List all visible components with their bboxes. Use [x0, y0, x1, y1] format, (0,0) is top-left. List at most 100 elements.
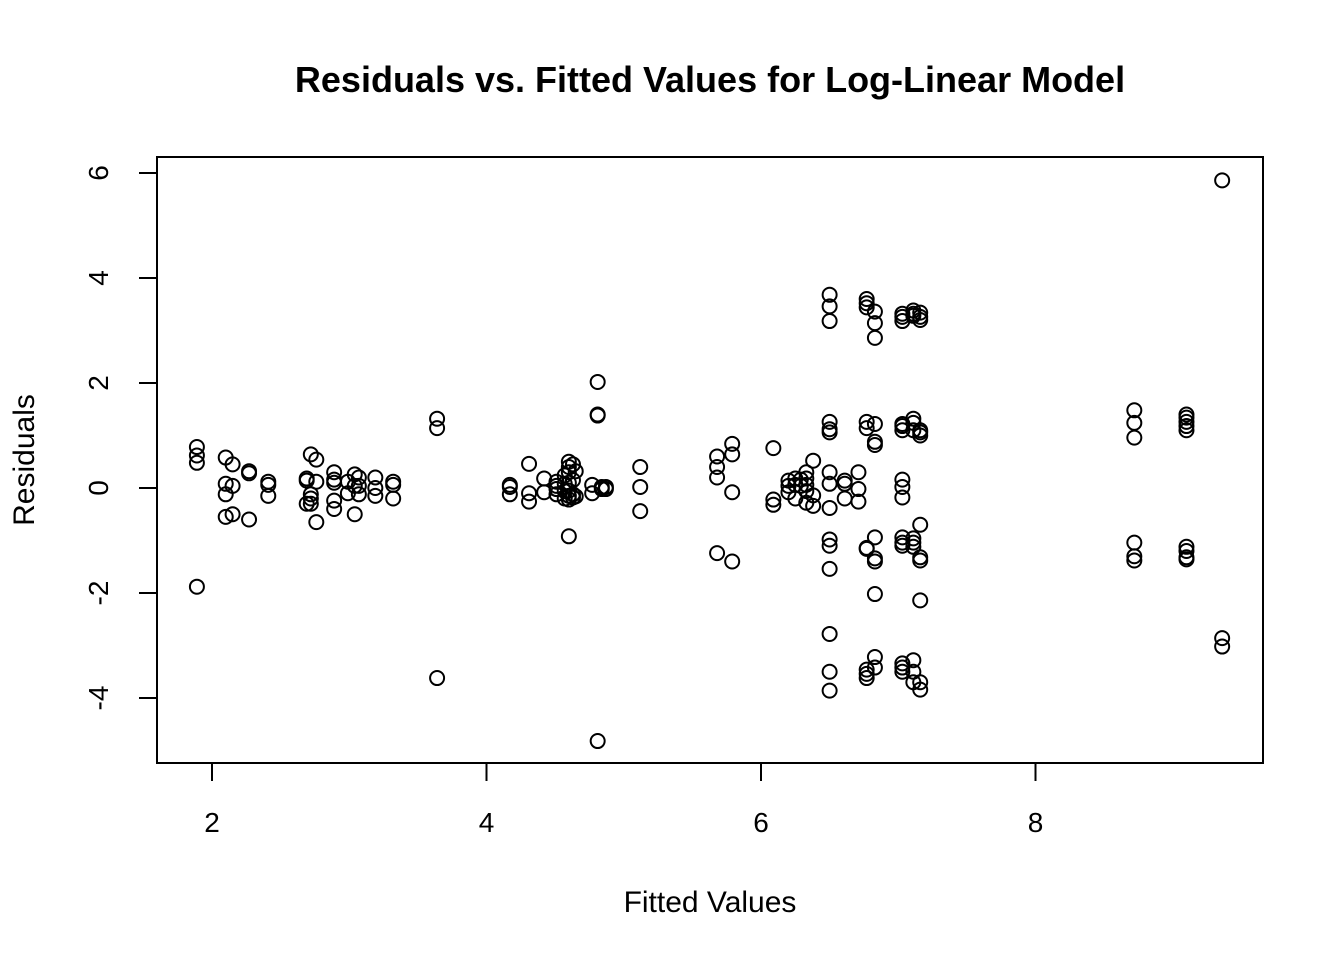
data-point: [241, 511, 258, 528]
data-point: [564, 456, 581, 473]
data-point: [866, 415, 883, 432]
data-point: [589, 733, 606, 750]
data-point: [836, 490, 853, 507]
data-point: [798, 470, 815, 487]
data-point: [367, 469, 384, 486]
data-point: [765, 496, 782, 513]
data-point: [798, 464, 815, 481]
data-point: [894, 422, 911, 439]
data-point: [1178, 543, 1195, 559]
data-point: [912, 427, 929, 444]
y-tick-label: 6: [83, 165, 114, 181]
data-point: [521, 455, 538, 472]
data-point: [308, 514, 325, 531]
data-point: [866, 529, 883, 546]
data-point: [912, 552, 929, 569]
data-point: [821, 537, 838, 554]
data-point: [709, 469, 726, 486]
data-point: [302, 495, 319, 512]
data-point: [385, 490, 402, 507]
data-point: [836, 475, 853, 492]
data-point: [260, 487, 277, 504]
data-point: [894, 471, 911, 488]
data-point: [894, 659, 911, 676]
data-point: [429, 670, 446, 687]
data-point: [709, 545, 726, 562]
data-point: [597, 481, 614, 498]
data-point: [567, 488, 584, 505]
data-point: [188, 578, 205, 595]
data-point: [821, 663, 838, 680]
x-tick-label: 2: [204, 807, 220, 838]
data-point: [905, 530, 922, 547]
data-point: [821, 682, 838, 699]
data-point: [429, 410, 446, 427]
data-point: [217, 508, 234, 525]
x-tick-label: 4: [479, 807, 495, 838]
data-point: [346, 506, 363, 523]
data-point: [894, 489, 911, 506]
data-point: [850, 493, 867, 510]
data-point: [850, 481, 867, 498]
y-tick-label: -4: [83, 686, 114, 711]
data-point: [1126, 429, 1143, 446]
data-point: [1214, 638, 1231, 655]
data-point: [866, 436, 883, 453]
data-point: [567, 463, 584, 480]
data-point: [724, 446, 741, 463]
data-point: [805, 487, 822, 504]
data-point: [821, 464, 838, 481]
data-point: [560, 528, 577, 545]
data-point: [1214, 172, 1231, 189]
data-point: [260, 473, 277, 490]
data-point: [894, 537, 911, 554]
data-point: [1178, 551, 1195, 568]
data-point: [858, 540, 875, 557]
chart-title: Residuals vs. Fitted Values for Log-Line…: [295, 59, 1125, 100]
data-point: [326, 464, 343, 481]
data-point: [866, 649, 883, 666]
data-point: [912, 304, 929, 321]
y-tick-label: -2: [83, 581, 114, 606]
data-point: [1178, 409, 1195, 426]
data-point: [224, 506, 241, 523]
data-point: [821, 313, 838, 330]
data-point: [866, 659, 883, 676]
data-point: [241, 465, 258, 482]
data-point: [866, 553, 883, 570]
data-point: [724, 553, 741, 570]
data-point: [905, 652, 922, 669]
data-point: [724, 484, 741, 501]
data-point: [858, 661, 875, 678]
data-point: [298, 495, 315, 512]
data-point: [224, 477, 241, 494]
data-point: [850, 464, 867, 481]
data-point: [858, 299, 875, 316]
data-point: [217, 475, 234, 492]
data-point: [1178, 538, 1195, 555]
x-tick-label: 6: [753, 807, 769, 838]
x-axis: 2 4 6 8: [204, 763, 1043, 838]
data-point: [858, 295, 875, 312]
data-point: [866, 433, 883, 450]
data-point: [858, 413, 875, 430]
data-point: [632, 478, 649, 495]
data-point: [905, 534, 922, 551]
y-tick-label: 2: [83, 375, 114, 391]
data-point: [1126, 402, 1143, 419]
data-point: [632, 503, 649, 520]
data-point: [260, 476, 277, 493]
y-tick-label: 0: [83, 480, 114, 496]
data-point: [866, 586, 883, 603]
data-point: [346, 477, 363, 494]
data-point: [912, 681, 929, 698]
data-point: [709, 448, 726, 465]
data-point: [188, 454, 205, 471]
data-point: [821, 475, 838, 492]
data-point: [894, 418, 911, 435]
data-point: [367, 487, 384, 504]
data-point: [326, 501, 343, 517]
data-point: [308, 451, 325, 468]
data-point: [224, 456, 241, 473]
